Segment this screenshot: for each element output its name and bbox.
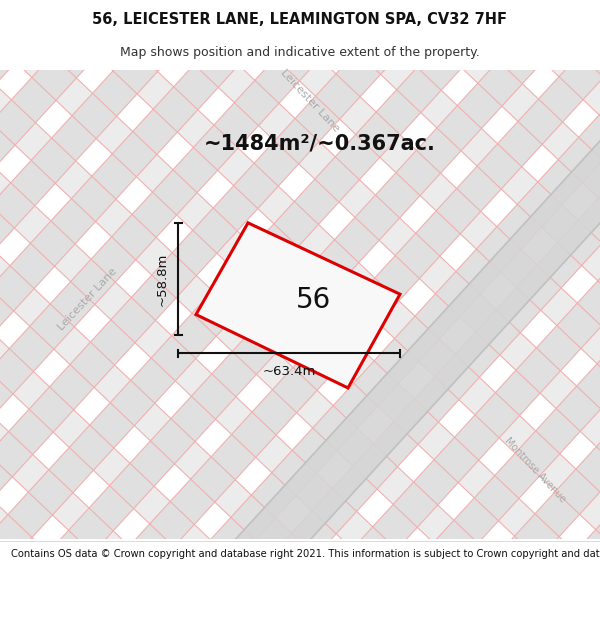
Polygon shape [0,596,91,625]
Polygon shape [119,74,600,625]
Polygon shape [239,189,600,625]
Polygon shape [298,0,600,244]
Polygon shape [0,0,318,380]
Text: Leicester Lane: Leicester Lane [278,68,341,134]
Polygon shape [11,0,600,558]
Text: ~63.4m: ~63.4m [262,365,316,378]
Polygon shape [159,112,600,625]
Polygon shape [134,0,600,423]
Polygon shape [196,223,400,388]
Polygon shape [93,0,600,468]
Polygon shape [320,265,600,625]
Polygon shape [0,0,600,602]
Polygon shape [0,551,132,625]
Text: 56: 56 [295,286,331,314]
Polygon shape [0,14,600,625]
Polygon shape [0,0,559,609]
Polygon shape [52,0,600,512]
Text: ~1484m²/~0.367ac.: ~1484m²/~0.367ac. [204,133,436,153]
Polygon shape [175,0,600,379]
Polygon shape [0,0,358,418]
Text: Contains OS data © Crown copyright and database right 2021. This information is : Contains OS data © Crown copyright and d… [11,549,600,559]
Polygon shape [0,372,296,625]
Polygon shape [0,0,479,532]
Polygon shape [257,0,600,289]
Text: Montrose Avenue: Montrose Avenue [502,435,568,504]
Polygon shape [0,148,500,625]
Polygon shape [0,282,377,625]
Polygon shape [0,0,439,494]
Polygon shape [0,0,238,303]
Text: ~58.8m: ~58.8m [155,253,169,306]
Polygon shape [481,418,600,625]
Polygon shape [0,0,519,571]
Polygon shape [0,0,278,341]
Polygon shape [0,416,254,625]
Polygon shape [521,456,600,625]
Polygon shape [0,193,459,625]
Text: Leicester Lane: Leicester Lane [56,266,119,332]
Polygon shape [0,327,337,625]
Polygon shape [38,0,600,625]
Polygon shape [0,59,582,625]
Polygon shape [441,380,600,625]
Polygon shape [280,227,600,625]
Polygon shape [0,461,214,625]
Text: 56, LEICESTER LANE, LEAMINGTON SPA, CV32 7HF: 56, LEICESTER LANE, LEAMINGTON SPA, CV32… [92,12,508,27]
Polygon shape [216,0,600,334]
Text: Map shows position and indicative extent of the property.: Map shows position and indicative extent… [120,46,480,59]
Polygon shape [361,303,600,625]
Polygon shape [199,151,600,625]
Polygon shape [0,506,173,625]
Polygon shape [0,238,418,625]
Polygon shape [562,494,600,625]
Polygon shape [79,36,600,625]
Polygon shape [0,104,541,625]
Polygon shape [401,342,600,625]
Polygon shape [0,0,398,456]
